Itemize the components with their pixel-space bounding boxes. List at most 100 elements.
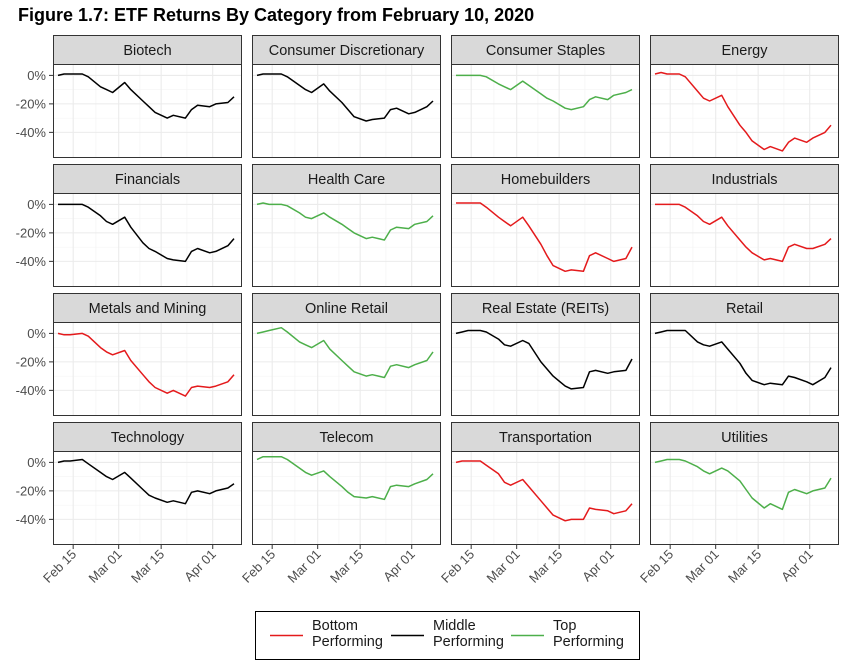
series-line-utilities — [654, 458, 832, 511]
y-tick-label: -20% — [16, 225, 47, 240]
panel-background — [650, 322, 839, 416]
legend-label: Performing — [553, 634, 624, 650]
x-tick-label: Apr 01 — [778, 547, 816, 585]
x-tick-label: Mar 15 — [526, 547, 565, 586]
figure-title: Figure 1.7: ETF Returns By Category from… — [18, 5, 535, 25]
y-tick-label: -20% — [16, 354, 47, 369]
facet-strip — [650, 35, 839, 65]
facet-strip — [252, 35, 441, 65]
series-line-biotech — [57, 73, 235, 119]
facet-utilities: Utilities Feb 15 Mar 01 Mar 15 Apr 01 — [637, 422, 839, 586]
facet-label: Homebuilders — [501, 172, 590, 188]
facet-label: Energy — [722, 43, 769, 59]
series-line-consumer-staples — [456, 74, 633, 111]
y-tick-label: -20% — [16, 96, 47, 111]
facet-strip — [451, 293, 640, 323]
legend-label: Performing — [312, 634, 383, 650]
series-line-online-retail — [256, 326, 434, 379]
facet-label: Consumer Discretionary — [269, 43, 425, 59]
facet-strip — [53, 164, 242, 194]
series-line-retail — [654, 329, 832, 386]
facet-label: Metals and Mining — [89, 301, 207, 317]
facet-label: Financials — [115, 172, 180, 188]
facet-biotech: Biotech 0% -20% -40% — [16, 35, 242, 158]
facet-strip — [451, 164, 640, 194]
legend-label: Middle — [433, 618, 476, 634]
x-tick-label: Apr 01 — [380, 547, 418, 585]
legend-label: Top — [553, 618, 576, 634]
x-tick-label: Feb 15 — [438, 547, 477, 586]
facet-label: Health Care — [308, 172, 385, 188]
panel-background — [53, 193, 242, 287]
facet-label: Technology — [111, 430, 185, 446]
facet-energy: Energy — [650, 35, 839, 158]
panel-background — [650, 193, 839, 287]
x-tick-label: Apr 01 — [579, 547, 617, 585]
facet-label: Industrials — [711, 172, 777, 188]
y-tick-label: 0% — [27, 197, 46, 212]
facet-telecom: Telecom Feb 15 Mar 01 Mar 15 Apr 01 — [239, 422, 441, 586]
series-line-technology — [57, 458, 235, 505]
facet-industrials: Industrials — [650, 164, 839, 287]
series-line-consumer-discretionary — [256, 73, 434, 122]
facet-strip — [252, 164, 441, 194]
facet-strip — [53, 293, 242, 323]
y-tick-label: 0% — [27, 455, 46, 470]
facet-label: Real Estate (REITs) — [482, 301, 609, 317]
panel-background — [252, 451, 441, 545]
series-line-real-estate-reits — [455, 329, 633, 390]
facet-label: Telecom — [320, 430, 374, 446]
legend: BottomPerformingMiddlePerformingTopPerfo… — [255, 611, 640, 660]
facet-strip — [451, 35, 640, 65]
y-tick-label: -40% — [16, 125, 47, 140]
y-tick-label: 0% — [27, 68, 46, 83]
facet-label: Online Retail — [305, 301, 388, 317]
facet-label: Utilities — [721, 430, 768, 446]
series-line-health-care — [256, 202, 434, 241]
x-tick-label: Mar 15 — [725, 547, 764, 586]
facet-consumer-staples: Consumer Staples — [451, 35, 640, 158]
series-line-metals-and-mining — [57, 332, 235, 397]
facet-strip — [650, 164, 839, 194]
panel-background — [451, 322, 640, 416]
panel-background — [53, 64, 242, 158]
facet-strip — [53, 422, 242, 452]
facet-strip — [650, 422, 839, 452]
facet-real-estate-reits: Real Estate (REITs) — [451, 293, 640, 416]
x-tick-label: Mar 01 — [683, 547, 722, 586]
x-tick-label: Feb 15 — [637, 547, 676, 586]
x-tick-label: Apr 01 — [181, 547, 219, 585]
series-line-homebuilders — [456, 202, 633, 273]
x-tick-label: Mar 01 — [86, 547, 125, 586]
panel-background — [252, 64, 441, 158]
facet-label: Consumer Staples — [486, 43, 605, 59]
series-line-telecom — [256, 455, 434, 501]
facet-transportation: Transportation Feb 15 Mar 01 Mar 15 Apr 01 — [438, 422, 640, 586]
y-tick-label: -40% — [16, 512, 47, 527]
facet-homebuilders: Homebuilders — [451, 164, 640, 287]
panel-background — [451, 451, 640, 545]
panel-background — [451, 64, 640, 158]
facet-retail: Retail — [650, 293, 839, 416]
facet-strip — [451, 422, 640, 452]
facet-label: Biotech — [123, 43, 171, 59]
facet-financials: Financials 0% -20% -40% — [16, 164, 242, 287]
series-line-industrials — [655, 203, 832, 263]
facet-strip — [650, 293, 839, 323]
panel-background — [650, 64, 839, 158]
y-tick-label: -20% — [16, 483, 47, 498]
y-tick-label: 0% — [27, 326, 46, 341]
legend-label: Performing — [433, 634, 504, 650]
facet-consumer-discretionary: Consumer Discretionary — [252, 35, 441, 158]
facet-online-retail: Online Retail — [252, 293, 441, 416]
x-tick-label: Mar 15 — [128, 547, 167, 586]
facet-strip — [53, 35, 242, 65]
x-tick-label: Mar 01 — [285, 547, 324, 586]
facet-strip — [252, 422, 441, 452]
panel-background — [451, 193, 640, 287]
x-tick-label: Mar 15 — [327, 547, 366, 586]
x-tick-label: Mar 01 — [484, 547, 523, 586]
